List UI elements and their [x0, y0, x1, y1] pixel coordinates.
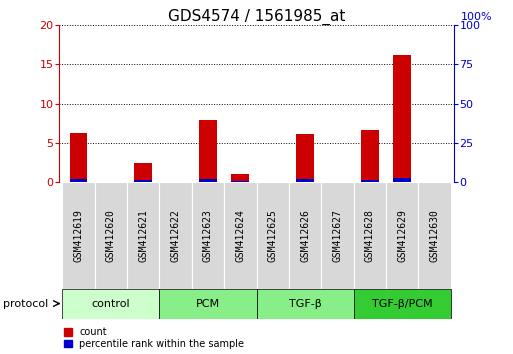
Bar	[224, 182, 256, 289]
Text: GSM412624: GSM412624	[235, 209, 245, 262]
Text: GSM412621: GSM412621	[138, 209, 148, 262]
Bar	[256, 182, 289, 289]
Text: TGF-β/PCM: TGF-β/PCM	[372, 298, 432, 309]
Text: GSM412626: GSM412626	[300, 209, 310, 262]
Bar	[134, 179, 152, 182]
Bar	[231, 181, 249, 182]
Text: GSM412627: GSM412627	[332, 209, 343, 262]
Bar	[199, 179, 217, 182]
Bar	[127, 182, 160, 289]
Bar	[353, 289, 451, 319]
Bar	[199, 120, 217, 182]
Bar	[289, 182, 321, 289]
Bar	[393, 56, 411, 182]
Text: protocol: protocol	[3, 298, 48, 309]
Bar	[134, 162, 152, 182]
Bar	[353, 182, 386, 289]
Bar	[70, 133, 87, 182]
Bar	[361, 130, 379, 182]
Bar	[94, 182, 127, 289]
Text: GSM412623: GSM412623	[203, 209, 213, 262]
Text: 100%: 100%	[461, 12, 492, 22]
Bar	[296, 134, 314, 182]
Bar	[393, 178, 411, 182]
Text: GSM412622: GSM412622	[170, 209, 181, 262]
Bar	[419, 182, 451, 289]
Bar	[160, 289, 256, 319]
Text: GSM412628: GSM412628	[365, 209, 375, 262]
Bar	[192, 182, 224, 289]
Bar	[296, 179, 314, 182]
Text: TGF-β: TGF-β	[289, 298, 322, 309]
Bar	[231, 175, 249, 182]
Text: GSM412629: GSM412629	[397, 209, 407, 262]
Legend: count, percentile rank within the sample: count, percentile rank within the sample	[64, 327, 244, 349]
Bar	[62, 289, 160, 319]
Bar	[256, 289, 353, 319]
Text: PCM: PCM	[196, 298, 220, 309]
Text: GSM412630: GSM412630	[429, 209, 440, 262]
Text: control: control	[91, 298, 130, 309]
Text: GSM412625: GSM412625	[268, 209, 278, 262]
Bar	[361, 179, 379, 182]
Text: GSM412620: GSM412620	[106, 209, 116, 262]
Bar	[160, 182, 192, 289]
Bar	[62, 182, 94, 289]
Bar	[321, 182, 353, 289]
Bar	[70, 179, 87, 182]
Bar	[386, 182, 419, 289]
Title: GDS4574 / 1561985_at: GDS4574 / 1561985_at	[168, 8, 345, 25]
Text: GSM412619: GSM412619	[73, 209, 84, 262]
